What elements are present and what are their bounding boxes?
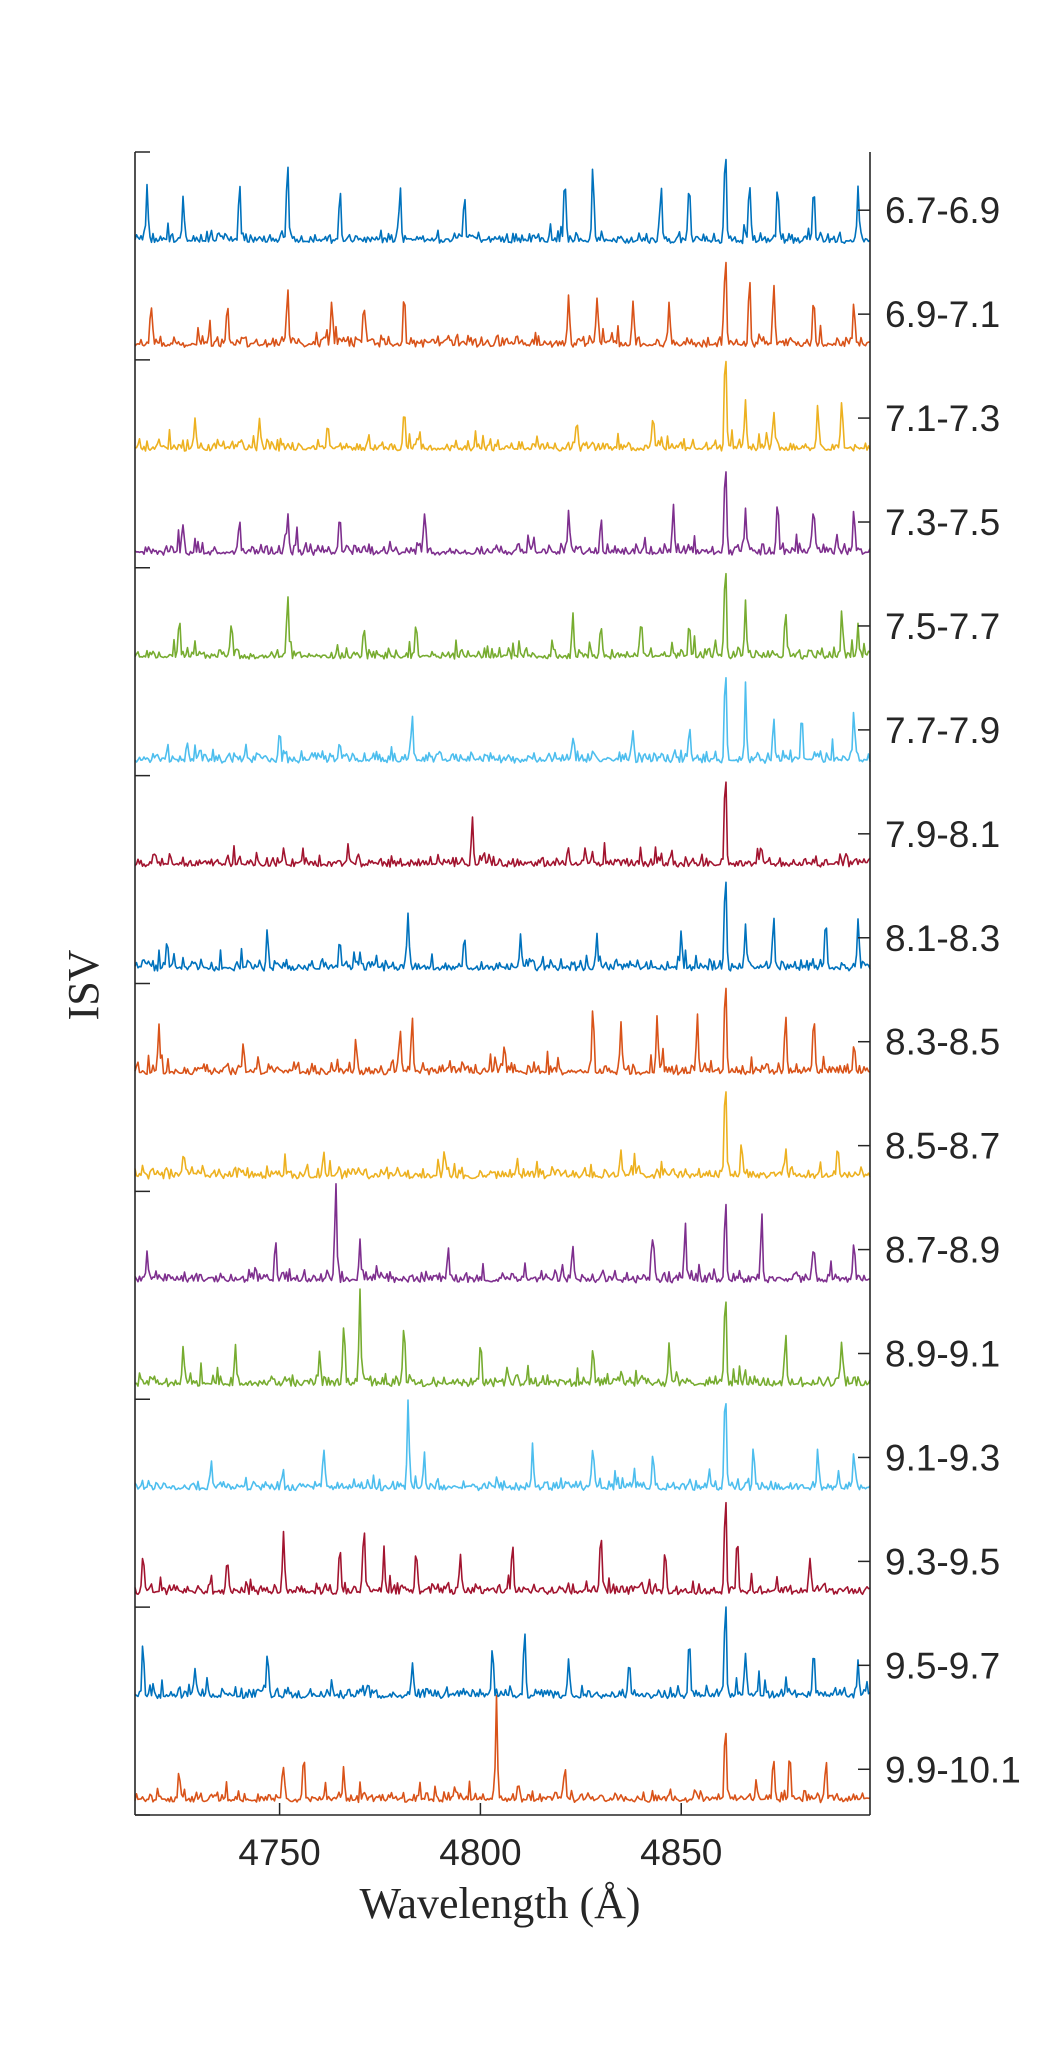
axes (134, 151, 871, 1816)
series-labels: 9.9-10.1 9.5-9.7 9.3-9.5 9.1-9.3 8.9-9.1 8.7-… (885, 190, 1021, 1790)
series-label: 7.1-7.3 (885, 398, 1000, 439)
series-line-7.7-7.9 (134, 677, 871, 764)
series-line-8.1-8.3 (134, 881, 871, 972)
series-line-9.5-9.7 (134, 1606, 871, 1700)
x-tick-label: 4750 (238, 1832, 320, 1873)
series-label: 7.7-7.9 (885, 710, 1000, 751)
x-axis-label: Wavelength (Å) (359, 1879, 640, 1928)
series-line-6.7-6.9 (134, 158, 871, 245)
series-traces (134, 158, 871, 1804)
series-line-8.3-8.5 (134, 987, 871, 1076)
series-line-9.3-9.5 (134, 1501, 871, 1596)
series-label: 8.9-9.1 (885, 1334, 1000, 1375)
series-label: 6.7-6.9 (885, 190, 1000, 231)
series-label: 9.3-9.5 (885, 1541, 1000, 1582)
series-label: 9.9-10.1 (885, 1749, 1021, 1790)
series-label: 8.3-8.5 (885, 1022, 1000, 1063)
series-line-9.9-10.1 (134, 1694, 871, 1804)
series-line-8.7-8.9 (134, 1183, 871, 1284)
series-line-7.5-7.7 (134, 572, 871, 660)
series-line-7.9-8.1 (134, 781, 871, 868)
x-tick-label: 4800 (439, 1832, 521, 1873)
series-label: 9.1-9.3 (885, 1437, 1000, 1478)
series-label: 7.9-8.1 (885, 814, 1000, 855)
series-line-6.9-7.1 (134, 261, 870, 348)
x-tick-label: 4850 (640, 1832, 722, 1873)
series-label: 9.5-9.7 (885, 1645, 1000, 1686)
y-axis-label: ISV (59, 949, 108, 1020)
series-line-7.1-7.3 (134, 360, 871, 452)
x-tick-labels: 4750 4800 4850 (238, 1832, 722, 1873)
series-label: 6.9-7.1 (885, 294, 1000, 335)
series-label: 8.7-8.9 (885, 1230, 1000, 1271)
series-label: 7.5-7.7 (885, 606, 1000, 647)
series-label: 8.5-8.7 (885, 1126, 1000, 1167)
series-label: 8.1-8.3 (885, 918, 1000, 959)
series-line-8.9-9.1 (134, 1288, 871, 1388)
series-line-9.1-9.3 (134, 1399, 871, 1492)
series-line-8.5-8.7 (134, 1091, 871, 1180)
series-line-7.3-7.5 (134, 471, 871, 556)
series-label: 7.3-7.5 (885, 502, 1000, 543)
